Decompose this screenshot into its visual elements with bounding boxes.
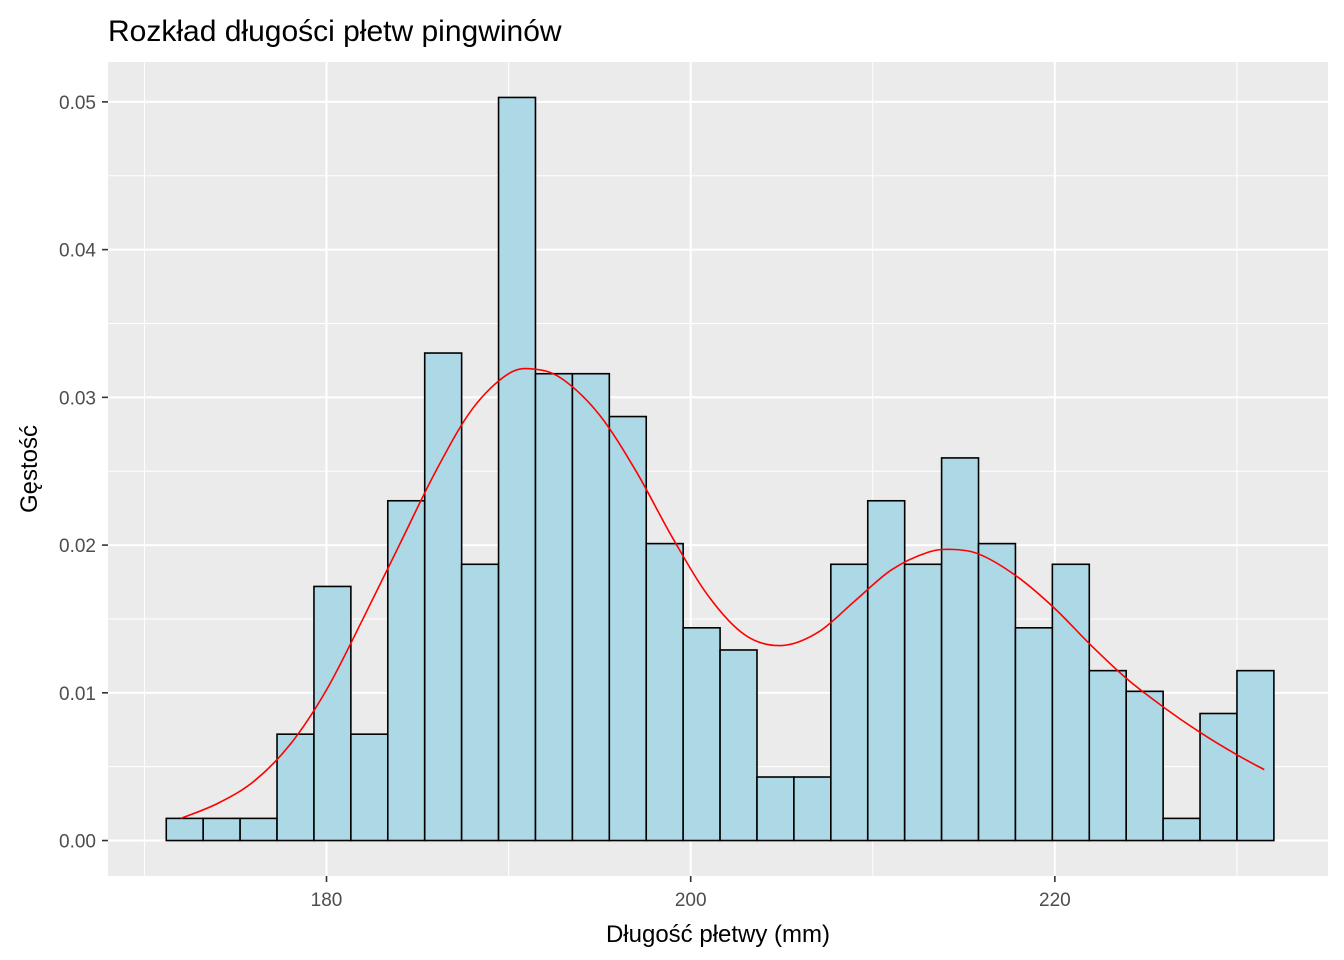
histogram-bar (202, 817, 241, 842)
y-tick-label: 0.01 (59, 684, 96, 705)
x-axis: 180 200 220 (311, 876, 1071, 911)
histogram-bar (1088, 669, 1128, 842)
density-curve (180, 367, 1265, 820)
histogram-bar (571, 372, 611, 842)
histogram-bar (460, 563, 500, 842)
x-tick-label: 180 (311, 890, 343, 911)
x-tick-label: 220 (1039, 890, 1071, 911)
histogram-bar (645, 542, 684, 842)
histogram-bar (1236, 669, 1275, 842)
y-tick-label: 0.04 (59, 241, 96, 262)
histogram-bar (350, 733, 389, 842)
x-axis-title: Długość płetwy (mm) (606, 921, 830, 948)
y-tick-label: 0.05 (59, 93, 96, 114)
histogram-bar (276, 733, 315, 842)
histogram-bar (940, 457, 980, 842)
histogram-bar (423, 352, 463, 842)
histogram-bars (165, 96, 1275, 842)
histogram-bar (793, 776, 832, 842)
histogram-bar (719, 649, 758, 842)
histogram-bar (534, 372, 574, 842)
histogram-bar (977, 542, 1017, 842)
y-axis: 0.00 0.01 0.02 0.03 0.04 0.05 (59, 93, 108, 853)
histogram-bar (682, 627, 721, 842)
histogram-bar (313, 585, 352, 842)
y-axis-title: Gęstość (16, 425, 43, 513)
chart-title: Rozkład długości płetw pingwinów (108, 15, 562, 48)
histogram-bar (1199, 712, 1238, 842)
histogram-bar (239, 817, 278, 842)
histogram-bar (866, 499, 906, 842)
y-tick-label: 0.02 (59, 536, 96, 557)
x-tick-label: 200 (675, 890, 707, 911)
histogram-bar (1125, 690, 1164, 842)
histogram-bar (830, 563, 869, 842)
y-tick-label: 0.03 (59, 388, 96, 409)
histogram-bar (1162, 817, 1201, 842)
histogram-bar (165, 817, 204, 842)
histogram-bar (756, 776, 795, 842)
histogram-bar (1051, 563, 1091, 842)
histogram-bar (903, 563, 943, 842)
histogram-bar (1014, 627, 1054, 842)
y-tick-label: 0.00 (59, 832, 96, 853)
histogram-bar (497, 96, 537, 842)
histogram-bar (386, 499, 426, 842)
